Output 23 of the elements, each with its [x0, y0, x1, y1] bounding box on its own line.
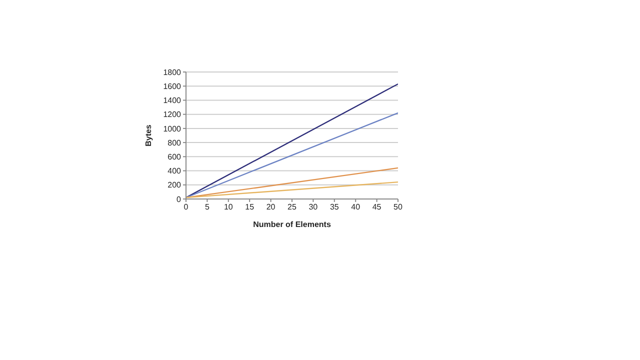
y-tick-label: 800	[168, 138, 182, 148]
y-tick-label: 1600	[163, 82, 182, 91]
x-tick-label: 50	[394, 202, 403, 212]
y-tick-label: 1000	[163, 124, 182, 134]
y-tick-label: 200	[168, 180, 182, 190]
y-tick-label: 600	[168, 152, 182, 162]
x-tick-label: 20	[266, 202, 276, 212]
x-tick-label: 15	[245, 202, 255, 212]
x-tick-label: 10	[224, 202, 234, 212]
x-tick-label: 5	[204, 202, 210, 212]
x-tick-label: 35	[330, 202, 340, 212]
x-axis-title: Number of Elements	[253, 220, 332, 229]
x-tick-label: 0	[184, 202, 189, 212]
y-axis-title: Bytes	[144, 124, 153, 146]
x-tick-label: 30	[308, 202, 318, 212]
x-tick-label: 25	[288, 202, 297, 212]
y-tick-label: 0	[176, 194, 182, 204]
y-tick-label: 400	[168, 166, 182, 176]
x-tick-label: 45	[372, 202, 382, 212]
y-tick-label: 1400	[163, 96, 182, 106]
y-tick-label: 1800	[163, 68, 182, 77]
x-tick-label: 40	[351, 202, 361, 212]
y-tick-label: 1200	[163, 110, 182, 120]
